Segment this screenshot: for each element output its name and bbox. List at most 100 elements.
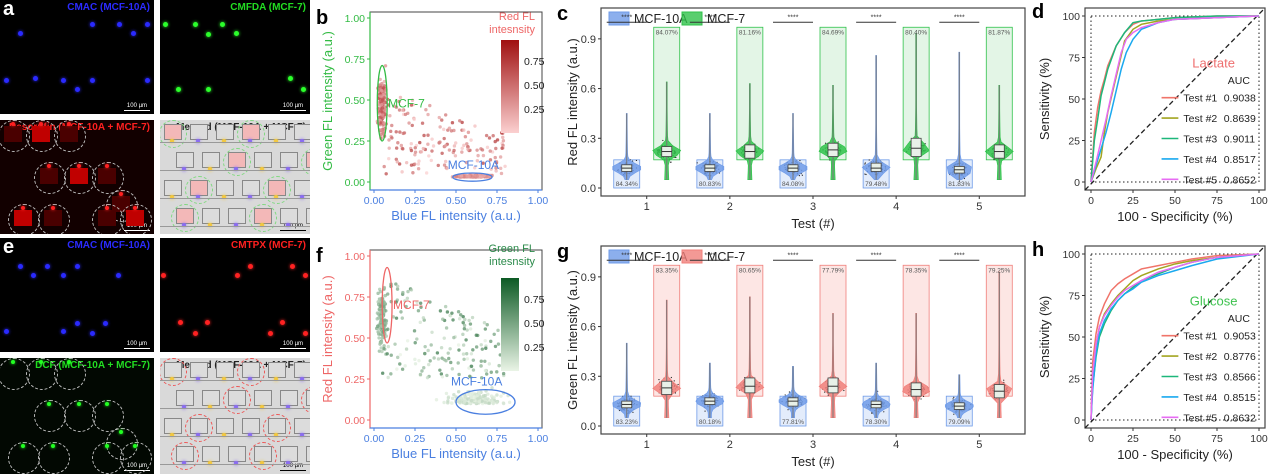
data-point <box>428 300 432 304</box>
data-point <box>386 327 390 331</box>
data-point <box>435 351 440 355</box>
x-tick-label: 0.75 <box>487 433 508 445</box>
cluster-ellipse <box>455 389 516 415</box>
cell-dot <box>144 77 150 83</box>
data-point <box>488 158 493 162</box>
data-point <box>503 164 507 169</box>
percent-label: 80.18% <box>699 419 721 426</box>
data-point <box>393 342 397 346</box>
y-tick-label: 0.6 <box>581 84 596 96</box>
data-point <box>422 133 426 138</box>
data-point <box>467 366 471 370</box>
x-tick-label: 0.00 <box>364 433 385 445</box>
chart-title: Glucose <box>1190 293 1238 308</box>
percent-label: 79.48% <box>865 181 887 188</box>
data-point <box>449 129 454 133</box>
microwell <box>254 152 272 168</box>
colorbar-tick-label: 0.75 <box>524 56 545 68</box>
jitter-point <box>674 392 676 394</box>
cell-dot <box>248 433 252 437</box>
data-point <box>475 159 480 163</box>
cell-dot <box>160 272 166 278</box>
cell-dot <box>170 433 174 437</box>
legend-auc: 0.9038 <box>1224 93 1256 105</box>
cell-dot <box>192 330 198 336</box>
microwell <box>228 446 246 462</box>
significance-label: **** <box>954 252 965 259</box>
data-point <box>470 391 474 395</box>
data-point <box>426 133 430 137</box>
data-point <box>487 175 492 179</box>
data-point <box>493 139 497 144</box>
data-point <box>461 321 465 325</box>
data-point <box>380 336 384 340</box>
jitter-point <box>864 162 866 164</box>
y-tick-label: 0 <box>1074 177 1080 189</box>
data-point <box>428 359 432 363</box>
cell-dot <box>260 167 264 171</box>
data-point <box>419 150 424 154</box>
channel-line <box>160 198 310 199</box>
data-point <box>467 174 471 178</box>
data-point <box>381 131 385 135</box>
data-point <box>475 174 479 178</box>
legend-auc: 0.8566 <box>1224 371 1256 383</box>
legend-auc: 0.9011 <box>1224 133 1255 145</box>
cluster-label: MCF-7 <box>388 96 425 110</box>
data-point <box>411 171 415 175</box>
jitter-point <box>632 411 634 413</box>
data-point <box>439 346 444 350</box>
data-point <box>440 118 444 122</box>
channel-line <box>160 436 310 437</box>
y-tick-label: 0.3 <box>581 371 596 383</box>
x-tick-label: 3 <box>810 439 816 451</box>
data-point <box>400 316 405 320</box>
data-point <box>427 154 431 158</box>
data-point <box>489 167 493 171</box>
x-tick-label: 50 <box>1169 433 1181 445</box>
data-point <box>492 332 496 336</box>
jitter-point <box>953 396 955 398</box>
microwell <box>176 390 194 406</box>
cell-dot <box>208 167 212 171</box>
jitter-point <box>865 173 867 176</box>
gate-circle <box>185 176 213 204</box>
scale-bar: 100 µm <box>124 103 150 111</box>
gate-circle <box>54 358 86 390</box>
data-point <box>458 400 462 405</box>
x-tick-label: 4 <box>893 439 899 451</box>
data-point <box>375 324 380 329</box>
data-point <box>475 148 479 152</box>
data-point <box>507 400 512 404</box>
data-point <box>463 395 468 399</box>
microwell <box>242 418 260 434</box>
data-point <box>487 136 492 140</box>
data-point <box>423 351 427 356</box>
legend-label: Test #3 <box>1183 371 1217 383</box>
jitter-point <box>662 139 664 142</box>
x-axis-title: 100 - Specificity (%) <box>1117 209 1233 224</box>
data-point <box>486 392 490 396</box>
scatter-chart-b: b MCF-7 MCF-10A 0.00 0.25 0.50 0.75 1.00 0.00 0.2… <box>316 7 548 223</box>
microwell <box>268 124 286 140</box>
data-point <box>495 393 499 397</box>
microwell <box>254 390 272 406</box>
data-point <box>431 144 436 148</box>
micro-a-resorufin: Resorufin (MCF-10A + MCF-7) 100 µm <box>0 120 154 234</box>
data-point <box>469 398 474 403</box>
y-tick-label: 0.25 <box>345 136 366 148</box>
data-point <box>401 131 405 136</box>
scale-bar: 100 µm <box>280 103 306 111</box>
gate-circle <box>54 120 86 152</box>
gate-circle <box>301 386 310 414</box>
data-point <box>428 103 432 108</box>
cell-dot <box>39 360 43 364</box>
data-point <box>479 364 483 368</box>
cell-dot <box>144 21 150 27</box>
data-point <box>418 320 422 325</box>
data-point <box>409 141 413 146</box>
gate-circle <box>92 162 124 194</box>
legend-label: Test #5 <box>1183 412 1217 424</box>
scale-label: 100 µm <box>282 103 304 109</box>
jitter-point <box>963 177 966 180</box>
